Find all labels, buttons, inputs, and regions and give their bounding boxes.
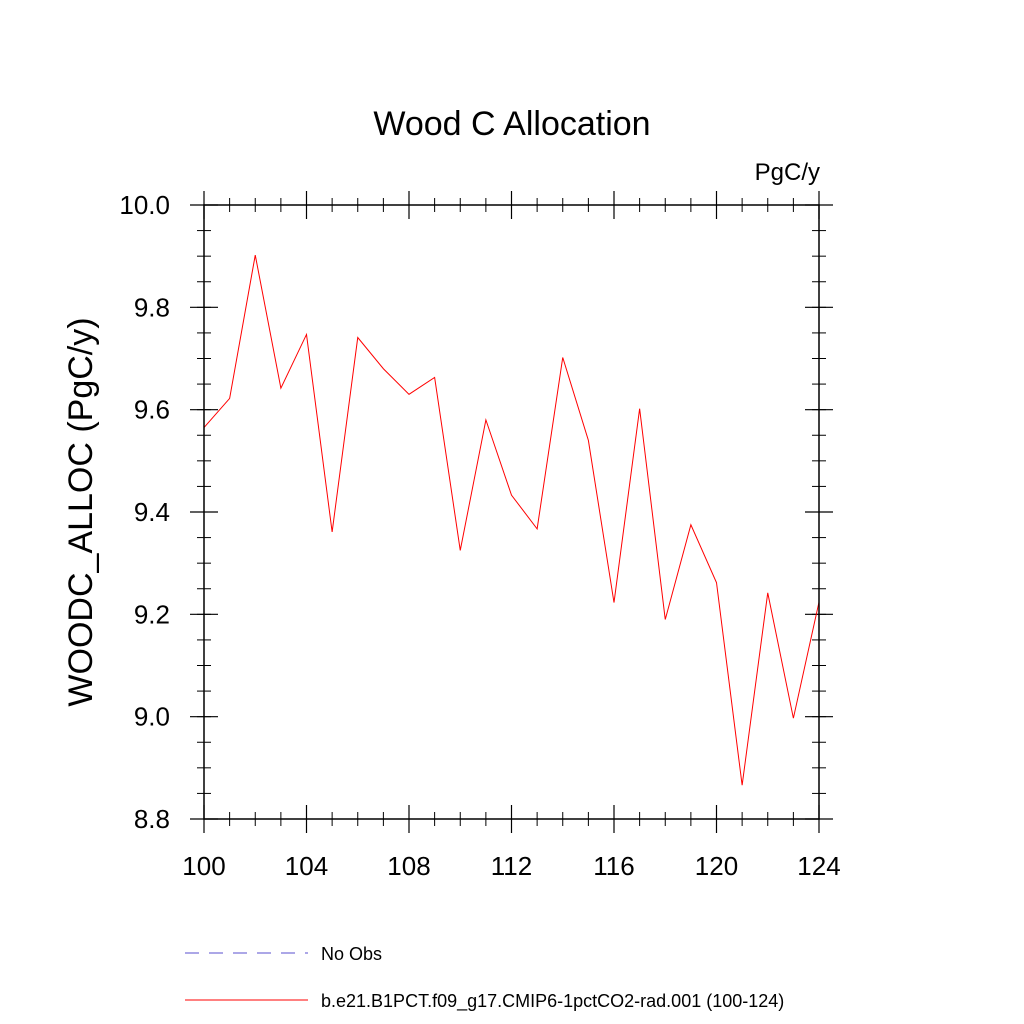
x-tick-label: 100 <box>182 851 225 881</box>
y-tick-label: 8.8 <box>134 804 170 834</box>
x-tick-label: 108 <box>387 851 430 881</box>
y-tick-label: 9.2 <box>134 599 170 629</box>
series-layer <box>203 255 820 786</box>
legend: No Obs b.e21.B1PCT.f09_g17.CMIP6-1pctCO2… <box>185 944 784 1012</box>
chart-title: Wood C Allocation <box>373 105 650 143</box>
legend-label-no-obs: No Obs <box>321 944 382 964</box>
x-tick-label: 112 <box>491 851 532 881</box>
plot-frame <box>203 204 820 820</box>
units-label: PgC/y <box>755 159 820 186</box>
y-tick-label: 9.6 <box>134 395 170 425</box>
y-tick-label: 9.8 <box>134 292 170 322</box>
y-tick-labels: 8.8 9.0 9.2 9.4 9.6 9.8 10.0 <box>119 190 170 834</box>
minor-ticks <box>197 198 826 826</box>
y-tick-label: 9.0 <box>134 702 170 732</box>
y-tick-label: 10.0 <box>119 190 170 220</box>
x-tick-labels: 100 104 108 112 116 120 124 <box>182 851 840 881</box>
legend-label-series: b.e21.B1PCT.f09_g17.CMIP6-1pctCO2-rad.00… <box>321 991 784 1012</box>
x-tick-label: 104 <box>285 851 328 881</box>
x-tick-label: 116 <box>593 851 634 881</box>
series-line-0 <box>203 255 820 786</box>
x-tick-label: 120 <box>695 851 738 881</box>
y-tick-label: 9.4 <box>134 497 170 527</box>
y-axis-label: WOODC_ALLOC (PgC/y) <box>62 317 100 706</box>
major-ticks <box>190 191 833 833</box>
x-tick-label: 124 <box>797 851 840 881</box>
